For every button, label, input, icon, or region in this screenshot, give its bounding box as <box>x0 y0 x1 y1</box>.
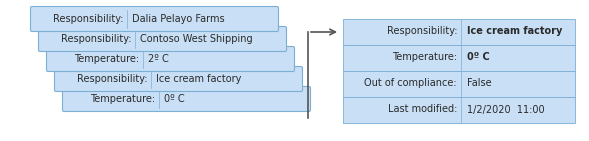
Text: Temperature:: Temperature: <box>74 54 139 64</box>
Text: Responsibility:: Responsibility: <box>77 74 147 84</box>
Text: 1/2/2020  11:00: 1/2/2020 11:00 <box>467 104 545 114</box>
Text: 0º C: 0º C <box>467 52 489 62</box>
FancyBboxPatch shape <box>62 86 310 112</box>
FancyBboxPatch shape <box>47 47 294 71</box>
Text: Temperature:: Temperature: <box>90 94 155 104</box>
Bar <box>343 70 575 96</box>
Bar <box>343 18 575 45</box>
Bar <box>343 96 575 123</box>
Text: Responsibility:: Responsibility: <box>61 34 131 44</box>
Text: 2º C: 2º C <box>148 54 169 64</box>
FancyBboxPatch shape <box>55 67 303 92</box>
Text: Ice cream factory: Ice cream factory <box>467 27 562 37</box>
Text: Out of compliance:: Out of compliance: <box>365 79 457 89</box>
Text: Dalia Pelayo Farms: Dalia Pelayo Farms <box>132 14 224 24</box>
Text: Responsibility:: Responsibility: <box>386 27 457 37</box>
Text: Responsibility:: Responsibility: <box>52 14 123 24</box>
Text: Last modified:: Last modified: <box>388 104 457 114</box>
FancyBboxPatch shape <box>38 27 286 51</box>
Text: Contoso West Shipping: Contoso West Shipping <box>140 34 253 44</box>
Text: False: False <box>467 79 492 89</box>
Text: Ice cream factory: Ice cream factory <box>156 74 241 84</box>
FancyBboxPatch shape <box>31 6 279 31</box>
Bar <box>343 45 575 70</box>
Text: Temperature:: Temperature: <box>392 52 457 62</box>
Text: 0º C: 0º C <box>164 94 184 104</box>
